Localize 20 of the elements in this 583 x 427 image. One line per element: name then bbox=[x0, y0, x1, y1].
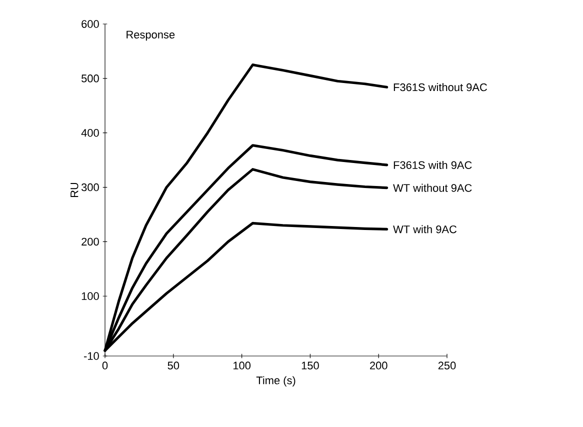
y-tick-label: 300 bbox=[81, 183, 99, 192]
y-tick-label: 200 bbox=[82, 238, 99, 246]
x-tick-label: 150 bbox=[302, 362, 319, 370]
y-tick-label: 100 bbox=[82, 292, 99, 300]
series-label: F361S with 9AC bbox=[394, 160, 472, 169]
series-label: WT without 9AC bbox=[393, 184, 472, 192]
y-tick-label: 600 bbox=[82, 20, 99, 28]
x-tick-label: 0 bbox=[102, 362, 108, 370]
series-label: WT with 9AC bbox=[393, 225, 457, 234]
x-tick-label: 100 bbox=[233, 362, 251, 370]
x-axis-title: Time (s) bbox=[256, 376, 296, 386]
x-tick-label: 200 bbox=[370, 362, 388, 370]
y-tick-label: 400 bbox=[81, 128, 99, 137]
x-tick-label: 250 bbox=[438, 362, 456, 370]
y-tick-label: -10 bbox=[84, 352, 99, 360]
y-axis-title: RU bbox=[70, 182, 78, 198]
series-label: F361S without 9AC bbox=[394, 83, 488, 92]
x-tick-label: 50 bbox=[168, 362, 180, 370]
annotation: Response bbox=[126, 30, 175, 41]
y-tick-label: 500 bbox=[82, 74, 99, 82]
